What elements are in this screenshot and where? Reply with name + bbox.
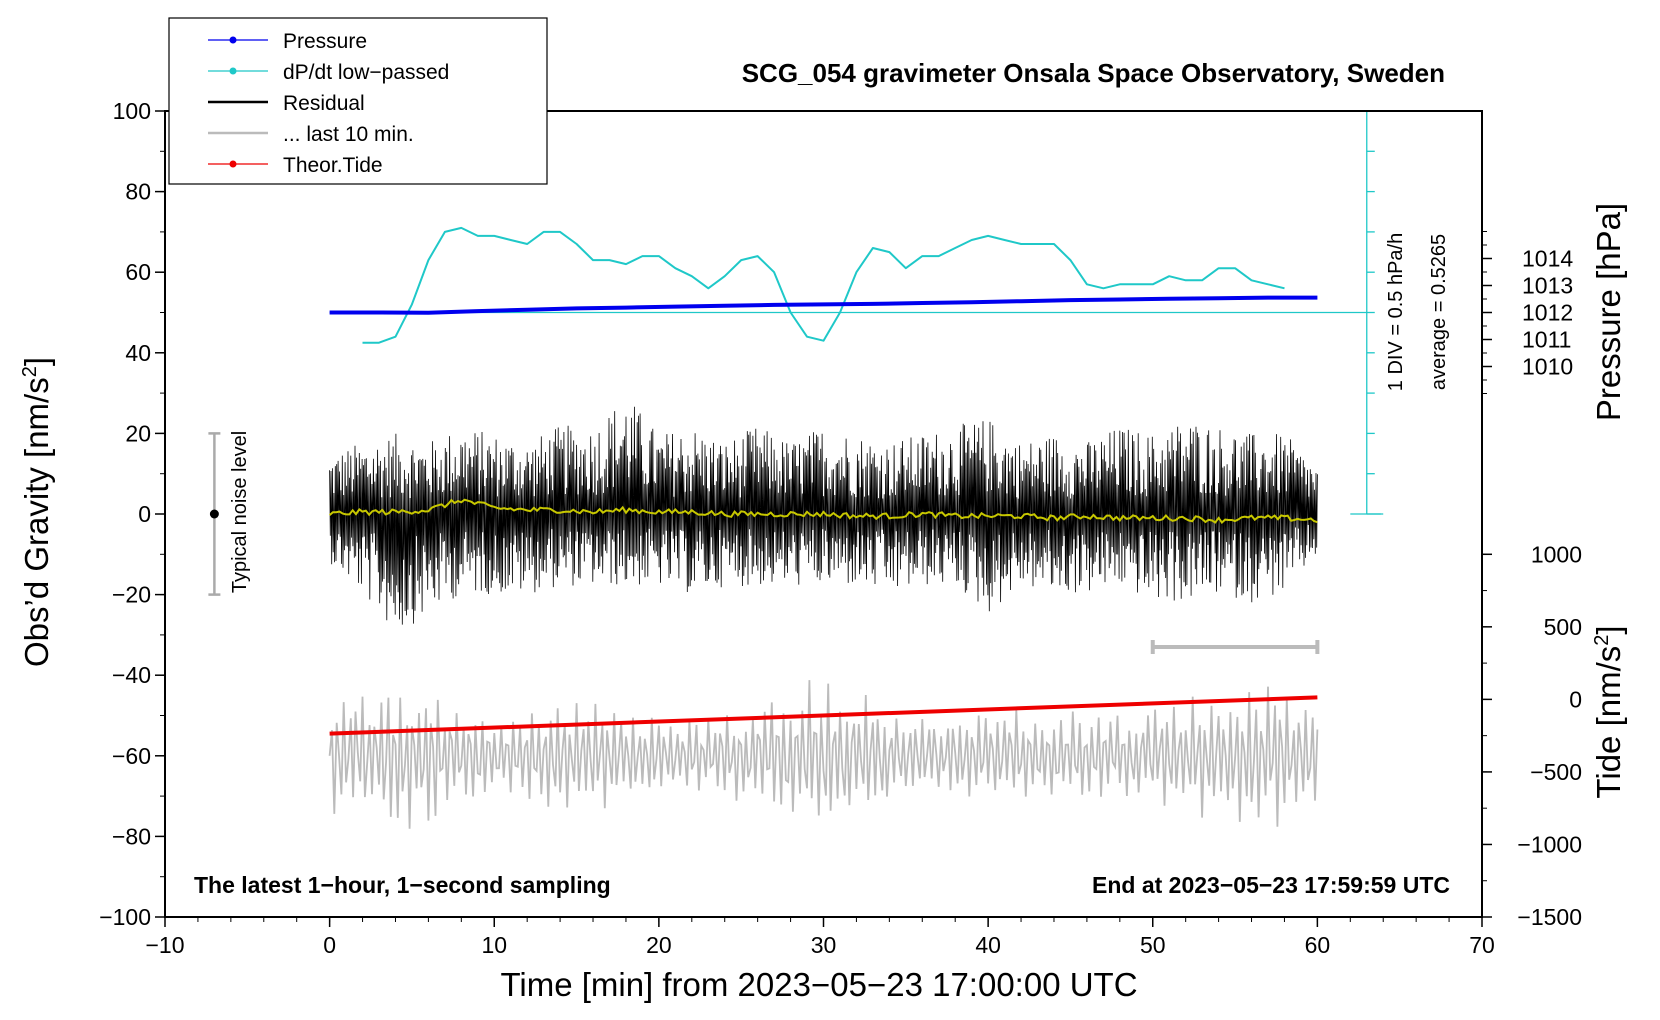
y-tick-label: −60 <box>112 743 151 769</box>
x-tick-label: −10 <box>145 932 184 958</box>
legend-label-tide: Theor.Tide <box>283 154 383 177</box>
chart-title: SCG_054 gravimeter Onsala Space Observat… <box>742 58 1445 88</box>
y-tick-label: 100 <box>113 98 151 124</box>
y-tick-label: 40 <box>125 340 151 366</box>
pressure-series-line <box>329 295 1318 315</box>
y-tick-label: −100 <box>99 904 151 930</box>
x-tick-label: 60 <box>1305 932 1331 958</box>
legend: Pressure dP/dt low−passed Residual ... l… <box>168 17 548 185</box>
legend-marker-tide <box>229 160 237 168</box>
noise-level-dot <box>209 509 219 519</box>
y-tick-label: −20 <box>112 582 151 608</box>
y-axis-label-gravity: Obs’d Gravity [nm/s2] <box>18 357 55 667</box>
x-tick-label: 10 <box>481 932 507 958</box>
tide-tick-label: −1500 <box>1517 904 1582 930</box>
y-axis-label-gravity-sup: 2 <box>19 366 41 377</box>
x-tick-label: 30 <box>811 932 837 958</box>
legend-marker-pressure <box>229 36 237 44</box>
y-axis-label-tide-main: Tide [nm/s <box>1590 646 1627 799</box>
pressure-tick-label: 1014 <box>1522 245 1573 271</box>
y-axis-label-gravity-end: ] <box>18 357 55 366</box>
y-tick-label: 20 <box>125 420 151 446</box>
y-axis-label-tide-end: ] <box>1590 625 1627 634</box>
x-tick-label: 50 <box>1140 932 1166 958</box>
residual-smoothed-line <box>328 498 1318 524</box>
tide-tick-label: 0 <box>1569 686 1582 712</box>
annotation-end-time: End at 2023−05−23 17:59:59 UTC <box>1092 872 1450 898</box>
pressure-tick-label: 1011 <box>1522 327 1571 353</box>
y-tick-label: 60 <box>125 259 151 285</box>
y-axis-label-tide: Tide [nm/s2] <box>1590 625 1627 798</box>
y-tick-label: −40 <box>112 662 151 688</box>
y-axis-label-gravity-main: Obs’d Gravity [nm/s <box>18 377 55 667</box>
tide-tick-label: −500 <box>1530 759 1582 785</box>
tide-tick-label: −1000 <box>1517 831 1582 857</box>
legend-label-pressure: Pressure <box>283 30 367 53</box>
dpdt-average-note: average = 0.5265 <box>1428 234 1450 390</box>
tide-tick-label: 1000 <box>1531 541 1582 567</box>
y-tick-label: 0 <box>138 501 151 527</box>
x-tick-label: 70 <box>1469 932 1495 958</box>
pressure-tick-label: 1010 <box>1522 354 1573 380</box>
legend-label-last10: ... last 10 min. <box>283 123 414 146</box>
dpdt-series-line <box>362 226 1285 344</box>
residual-series-line <box>329 406 1318 625</box>
pressure-tick-label: 1013 <box>1522 272 1573 298</box>
annotation-sampling: The latest 1−hour, 1−second sampling <box>194 872 611 898</box>
tide-series-line <box>329 695 1318 736</box>
x-tick-label: 0 <box>323 932 336 958</box>
legend-label-residual: Residual <box>283 92 365 115</box>
dpdt-scale-note: 1 DIV = 0.5 hPa/h <box>1385 233 1407 391</box>
pressure-tick-label: 1012 <box>1522 300 1573 326</box>
y-tick-label: 80 <box>125 179 151 205</box>
noise-level-label: Typical noise level <box>229 431 251 593</box>
y-tick-label: −80 <box>112 823 151 849</box>
tide-tick-label: 500 <box>1544 614 1582 640</box>
legend-marker-dpdt <box>229 67 237 75</box>
x-tick-label: 40 <box>975 932 1001 958</box>
last10-series-line <box>328 680 1319 829</box>
y-axis-label-tide-sup: 2 <box>1591 635 1613 646</box>
y-axis-label-pressure: Pressure [hPa] <box>1590 203 1627 421</box>
legend-label-dpdt: dP/dt low−passed <box>283 61 449 84</box>
x-axis-label: Time [min] from 2023−05−23 17:00:00 UTC <box>500 966 1137 1003</box>
x-tick-label: 20 <box>646 932 672 958</box>
